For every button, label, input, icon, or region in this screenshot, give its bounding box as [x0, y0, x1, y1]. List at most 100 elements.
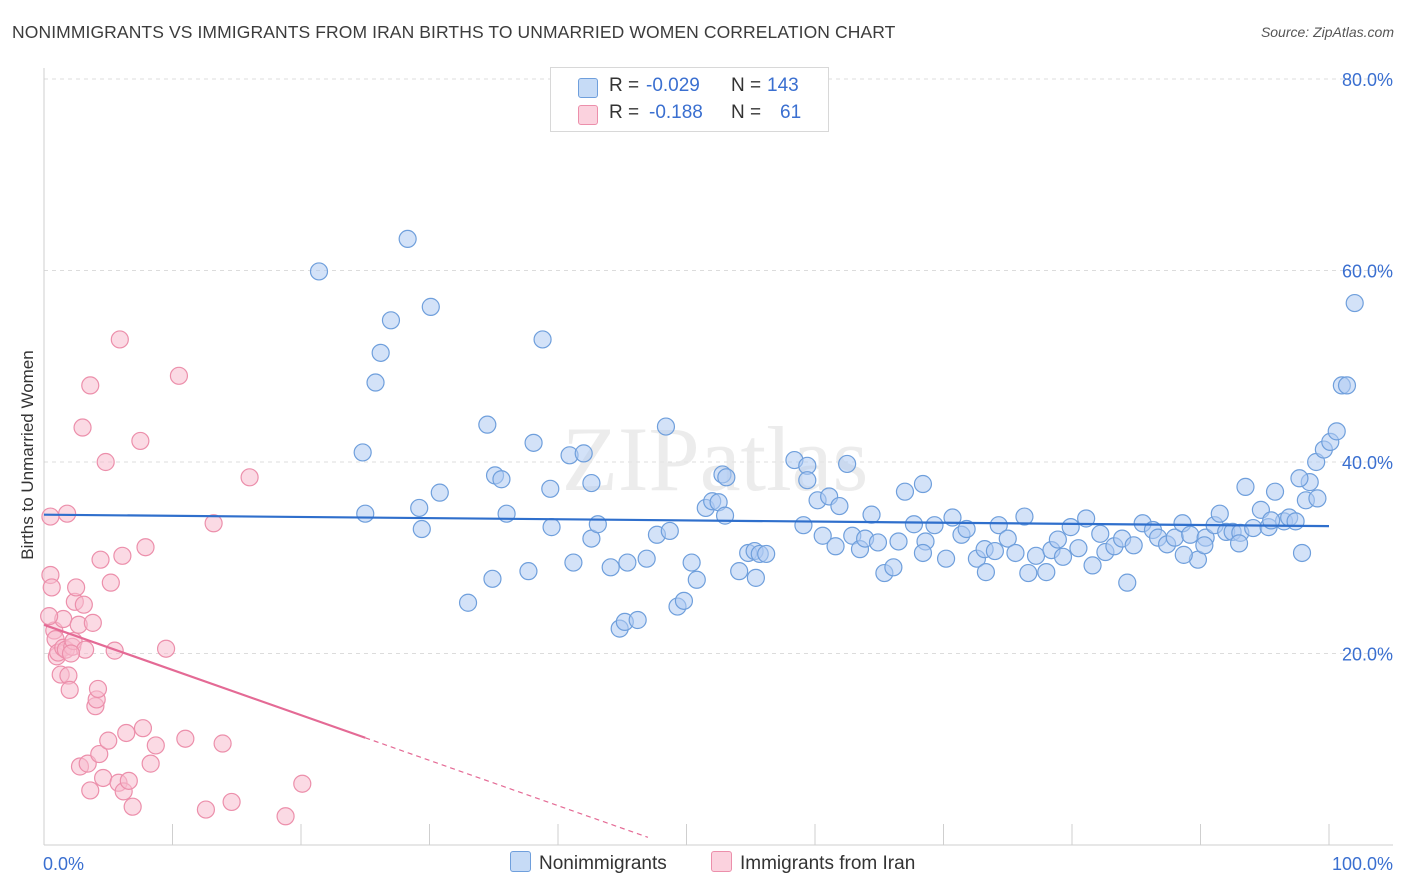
nonimmigrants-point-24 — [458, 593, 478, 612]
nonimmigrants-point-16 — [524, 433, 543, 452]
trend-lines — [43, 513, 1330, 838]
iran-point-11 — [58, 504, 77, 523]
nonimmigrants-point-17 — [541, 479, 560, 498]
nonimmigrants-point-91 — [1048, 530, 1067, 549]
nonimmigrants-point-82 — [985, 541, 1005, 561]
nonimmigrants-point-133 — [1345, 293, 1364, 313]
chart-title: NONIMMIGRANTS VS IMMIGRANTS FROM IRAN BI… — [12, 22, 896, 42]
nonimmigrants-point-96 — [1083, 556, 1102, 575]
nonimmigrants-point-69 — [884, 558, 903, 577]
nonimmigrants-point-85 — [1006, 543, 1025, 563]
bottom-legend-swatch-blue — [510, 851, 531, 872]
nonimmigrants-point-18 — [542, 518, 561, 537]
iran-point-21 — [74, 595, 93, 614]
nonimmigrants-point-141 — [1195, 536, 1214, 555]
nonimmigrants-point-26 — [519, 562, 538, 581]
trend-line-nonimmigrants — [43, 513, 1330, 528]
nonimmigrants-point-22 — [564, 553, 583, 572]
iran-point-30 — [90, 744, 109, 764]
nonimmigrants-point-14 — [478, 415, 497, 434]
nonimmigrants-point-4 — [366, 373, 385, 392]
nonimmigrants-point-117 — [1236, 477, 1255, 496]
nonimmigrants-point-124 — [1286, 512, 1305, 531]
nonimmigrants-point-5 — [421, 297, 440, 316]
iran-point-43 — [123, 797, 142, 816]
nonimmigrants-point-130 — [1327, 422, 1346, 441]
iran-point-31 — [91, 550, 110, 569]
legend-n-label-2: N = — [731, 102, 762, 123]
iran-point-44 — [131, 431, 150, 451]
iran-point-25 — [81, 781, 100, 800]
nonimmigrants-point-20 — [574, 444, 593, 463]
legend-r-label-2: R = — [609, 102, 640, 123]
legend-row-immigrants-iran: R = -0.188 N = 61 — [551, 100, 828, 128]
iran-point-35 — [101, 573, 120, 592]
trend-line-iran-extension — [365, 737, 649, 838]
iran-point-38 — [110, 330, 129, 349]
nonimmigrants-point-109 — [1181, 525, 1200, 544]
nonimmigrants-point-27 — [588, 515, 607, 534]
legend-n-label-1: N = — [731, 75, 762, 96]
y-tick-label-40: 40.0% — [1342, 453, 1393, 473]
y-tick-label-80: 80.0% — [1342, 70, 1393, 90]
iran-point-58 — [293, 774, 312, 793]
iran-point-17 — [67, 578, 86, 597]
nonimmigrants-point-93 — [1061, 518, 1080, 537]
iran-point-26 — [83, 613, 102, 632]
bottom-legend-label-immigrants-iran: Immigrants from Iran — [740, 853, 916, 874]
iran-point-50 — [169, 366, 189, 385]
iran-point-48 — [146, 736, 165, 755]
legend-r-value-1: -0.029 — [646, 75, 700, 96]
nonimmigrants-point-118 — [1244, 518, 1263, 538]
nonimmigrants-point-94 — [1069, 539, 1088, 558]
iran-point-53 — [204, 514, 223, 533]
nonimmigrants-point-67 — [868, 533, 888, 552]
nonimmigrants-point-121 — [1265, 482, 1285, 501]
nonimmigrants-point-97 — [1091, 524, 1110, 543]
iran-point-24 — [81, 376, 100, 395]
axes — [43, 68, 1393, 846]
nonimmigrants-point-73 — [913, 474, 933, 494]
gridlines — [44, 78, 1393, 654]
correlation-legend: R = -0.029 N = 143 R = -0.188 N = 61 — [550, 67, 829, 132]
iran-point-42 — [119, 771, 138, 790]
nonimmigrants-point-113 — [1210, 504, 1229, 523]
bottom-legend-immigrants-iran: Immigrants from Iran — [711, 851, 915, 877]
nonimmigrants-point-72 — [904, 515, 924, 534]
x-tick-label-max: 100.0% — [1332, 854, 1393, 874]
nonimmigrants-point-8 — [356, 504, 375, 523]
iran-point-57 — [276, 807, 295, 826]
trend-line-iran — [43, 623, 366, 739]
nonimmigrants-point-1 — [398, 229, 417, 249]
nonimmigrants-point-84 — [998, 529, 1017, 548]
iran-point-13 — [60, 680, 79, 699]
legend-r-value-2: -0.188 — [649, 102, 703, 123]
nonimmigrants-point-2 — [381, 311, 401, 330]
iran-point-2 — [42, 578, 61, 597]
nonimmigrants-point-89 — [1037, 563, 1056, 582]
series-immigrants-iran — [40, 330, 312, 826]
iran-point-29 — [88, 679, 108, 699]
iran-point-47 — [141, 754, 160, 773]
tick-labels: 20.0% 40.0% 60.0% 80.0% 0.0% 100.0% — [43, 70, 1393, 874]
nonimmigrants-point-140 — [1174, 545, 1193, 564]
nonimmigrants-point-79 — [957, 519, 976, 539]
legend-row-nonimmigrants: R = -0.029 N = 143 — [551, 73, 828, 101]
nonimmigrants-point-142 — [1229, 534, 1249, 553]
nonimmigrants-point-36 — [660, 521, 679, 541]
nonimmigrants-point-31 — [618, 553, 637, 572]
bottom-legend-nonimmigrants: Nonimmigrants — [510, 851, 667, 877]
nonimmigrants-point-9 — [410, 498, 429, 518]
legend-n-value-1: 143 — [767, 75, 799, 96]
iran-point-52 — [196, 800, 216, 819]
nonimmigrants-point-40 — [687, 570, 706, 589]
nonimmigrants-point-70 — [889, 532, 908, 551]
nonimmigrants-point-25 — [483, 569, 502, 588]
source-credit: Source: ZipAtlas.com — [1260, 24, 1394, 40]
nonimmigrants-point-83 — [989, 516, 1008, 535]
iran-point-51 — [176, 729, 195, 748]
legend-swatch-blue — [578, 78, 598, 98]
nonimmigrants-point-47 — [730, 562, 749, 581]
iran-point-39 — [113, 546, 132, 565]
